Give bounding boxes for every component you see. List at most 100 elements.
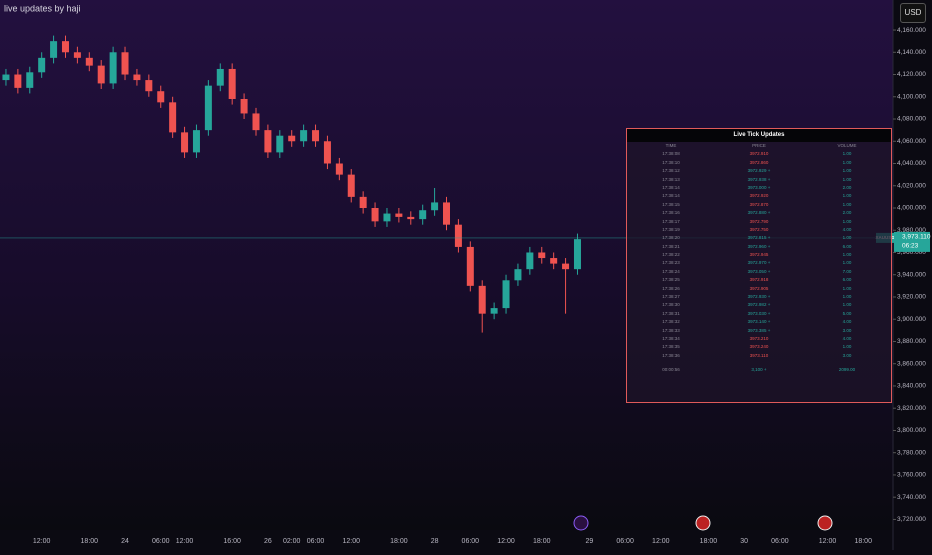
cell: 3973.140 +	[747, 319, 771, 325]
candle-body	[204, 85, 212, 131]
candle-body	[216, 68, 224, 86]
candle-body	[395, 213, 403, 217]
cell: 3972.860	[749, 159, 769, 165]
cell: 6.00	[842, 277, 852, 283]
candle-body	[73, 52, 81, 58]
cell: 3972.938 +	[747, 176, 771, 182]
cell: 3972.970 +	[747, 260, 771, 266]
cell: 3,100 +	[751, 367, 767, 373]
cell: 17:38:12	[662, 168, 680, 174]
x-tick-label: 24	[121, 538, 129, 545]
cell: 3973.385 +	[747, 327, 771, 333]
cell: 3973.110	[749, 352, 769, 358]
x-tick-label: 02:00	[283, 538, 301, 545]
y-tick-label: 4,040.000	[897, 160, 926, 167]
candle-body	[264, 130, 272, 153]
x-tick-label: 12:00	[342, 538, 360, 545]
table-header: TIME PRICE VOLUME	[627, 142, 891, 150]
table-title: Live Tick Updates	[627, 129, 891, 142]
table-row: 17:38:10 3972.860 1.00	[627, 159, 891, 167]
cell: TIME	[665, 143, 677, 148]
cell: 2.00	[842, 210, 852, 216]
cell: 17:38:24	[662, 268, 680, 274]
table-row: 17:38:36 3973.110 3.00	[627, 352, 891, 360]
event-icon[interactable]	[573, 515, 589, 531]
cell: 3972.750	[749, 226, 769, 232]
cell: 00:00:56	[662, 367, 680, 373]
x-tick-label: 29	[585, 538, 593, 545]
candle-body	[288, 135, 296, 142]
y-tick-label: 4,100.000	[897, 93, 926, 100]
y-tick-label: 4,160.000	[897, 27, 926, 34]
flag-icon[interactable]	[817, 515, 833, 531]
cell: 17:38:35	[662, 344, 680, 350]
cell: 17:38:26	[662, 285, 680, 291]
y-tick-label: 3,880.000	[897, 338, 926, 345]
last-price-label: 3,973.110	[902, 234, 931, 241]
x-tick-label: 12:00	[176, 538, 194, 545]
candle-body	[562, 263, 570, 270]
x-tick-label: 06:00	[462, 538, 480, 545]
candle-body	[109, 52, 117, 84]
cell: 17:38:34	[662, 335, 680, 341]
cell: PRICE	[752, 143, 766, 148]
x-tick-label: 06:00	[616, 538, 634, 545]
x-tick-label: 12:00	[819, 538, 837, 545]
cell: 17:38:17	[662, 218, 680, 224]
cell: 3972.930 +	[747, 294, 771, 300]
cell: 5.00	[842, 310, 852, 316]
x-tick-label: 26	[264, 538, 272, 545]
cell: 3972.982 +	[747, 302, 771, 308]
price-axis	[893, 0, 932, 550]
y-tick-label: 4,120.000	[897, 71, 926, 78]
cell: 17:38:31	[662, 310, 680, 316]
cell: 3973.210	[749, 335, 769, 341]
cell: 1.00	[842, 159, 852, 165]
cell: 3972.945	[749, 252, 769, 258]
cell: 3972.918	[749, 277, 769, 283]
y-tick-label: 3,940.000	[897, 271, 926, 278]
candle-body	[550, 258, 558, 264]
cell: 3973.050 +	[747, 268, 771, 274]
candle-body	[181, 132, 189, 153]
candle-body	[97, 65, 105, 84]
table-row: 17:38:12 3972.929 + 1.00	[627, 167, 891, 175]
cell: 1.00	[842, 302, 852, 308]
cell: 4.00	[842, 335, 852, 341]
candle-body	[538, 252, 546, 259]
table-row: 17:38:26 3972.905 1.00	[627, 285, 891, 293]
table-row: 17:38:20 3972.815 + 1.00	[627, 234, 891, 242]
table-row: 17:38:21 3972.960 + 6.00	[627, 243, 891, 251]
candle-body	[419, 210, 427, 220]
cell: 4.00	[842, 319, 852, 325]
currency-button[interactable]: USD	[900, 3, 926, 23]
table-row: 17:38:35 3973.240 1.00	[627, 343, 891, 351]
y-tick-label: 3,720.000	[897, 516, 926, 523]
cell: 17:38:27	[662, 294, 680, 300]
cell: 3972.905	[749, 285, 769, 291]
cell: 17:38:22	[662, 252, 680, 258]
candle-body	[490, 308, 498, 314]
candle-body	[276, 135, 284, 153]
cell: 1.00	[842, 285, 852, 291]
cell: 2099.00	[838, 367, 856, 373]
y-tick-label: 3,900.000	[897, 316, 926, 323]
candle-body	[61, 41, 69, 53]
table-row: 17:38:22 3972.945 1.00	[627, 251, 891, 259]
candle-body	[383, 213, 391, 222]
candle-body	[371, 207, 379, 222]
tick-table: Live Tick Updates TIME PRICE VOLUME 17:38:0…	[626, 128, 892, 403]
cell: 3972.880 +	[747, 210, 771, 216]
cell: 3972.929 +	[747, 168, 771, 174]
table-row: 17:38:32 3973.140 + 4.00	[627, 318, 891, 326]
y-tick-label: 3,820.000	[897, 405, 926, 412]
candle-body	[121, 52, 129, 75]
candle-body	[192, 130, 200, 153]
flag-icon[interactable]	[695, 515, 711, 531]
y-tick-label: 3,840.000	[897, 383, 926, 390]
candle-body	[431, 202, 439, 211]
cell: 17:38:15	[662, 201, 680, 207]
cell: 1.00	[842, 151, 852, 157]
candle-body	[347, 174, 355, 197]
table-row: 17:38:16 3972.880 + 2.00	[627, 209, 891, 217]
